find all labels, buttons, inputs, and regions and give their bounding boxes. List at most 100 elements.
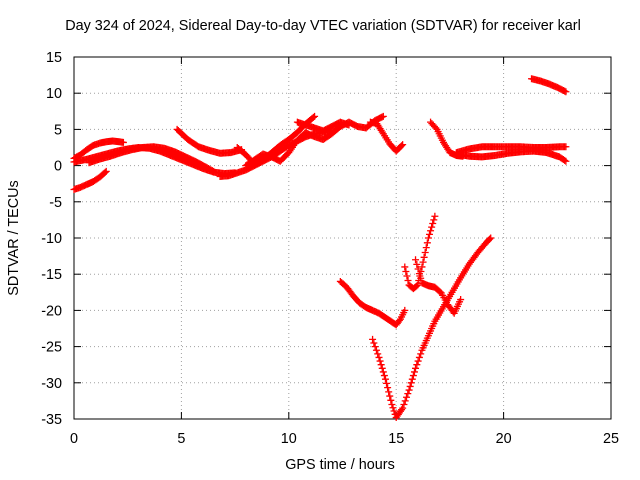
- data-point: [414, 281, 422, 289]
- series-track-3: [70, 137, 127, 162]
- data-point: [404, 390, 412, 398]
- data-point: [208, 167, 216, 175]
- x-axis-ticks: 0 5 10 15 20 25: [70, 57, 619, 447]
- data-point: [415, 353, 423, 361]
- data-point: [403, 272, 411, 280]
- x-tick-label: 10: [281, 431, 297, 447]
- series-track-8: [242, 128, 310, 170]
- data-point: [210, 167, 218, 175]
- data-point: [562, 88, 570, 96]
- data-point: [486, 235, 494, 243]
- series-track-5: [173, 125, 246, 157]
- data-point: [431, 212, 439, 220]
- data-point: [401, 397, 409, 405]
- data-point: [399, 404, 407, 412]
- data-point: [399, 141, 407, 149]
- y-tick-label: -30: [41, 376, 62, 392]
- data-point: [430, 216, 438, 224]
- data-series: [70, 75, 570, 422]
- data-point: [401, 263, 409, 271]
- data-point: [375, 353, 383, 361]
- data-point: [428, 223, 436, 231]
- data-point: [311, 112, 319, 120]
- series-track-10: [293, 118, 353, 135]
- data-point: [381, 375, 389, 383]
- data-point: [423, 239, 431, 247]
- data-point: [413, 361, 421, 369]
- y-axis-label: SDTVAR / TECUs: [6, 180, 22, 295]
- data-point: [385, 388, 393, 396]
- data-point: [415, 270, 423, 278]
- data-point: [562, 157, 570, 165]
- data-point: [403, 393, 411, 401]
- data-point: [562, 143, 570, 151]
- data-point: [378, 364, 386, 372]
- series-track-2: [85, 143, 218, 175]
- data-point: [400, 401, 408, 409]
- data-point: [425, 230, 433, 238]
- chart-title: Day 324 of 2024, Sidereal Day-to-day VTE…: [65, 18, 581, 34]
- data-point: [421, 248, 429, 256]
- data-point: [407, 379, 415, 387]
- data-point: [389, 404, 397, 412]
- data-point: [409, 372, 417, 380]
- data-point: [406, 382, 414, 390]
- data-point: [384, 384, 392, 392]
- y-tick-label: -20: [41, 303, 62, 319]
- y-tick-label: 10: [46, 86, 62, 102]
- data-point: [408, 375, 416, 383]
- series-track-11: [366, 118, 407, 155]
- data-point: [379, 368, 387, 376]
- data-point: [372, 346, 380, 354]
- data-point: [432, 124, 440, 132]
- data-point: [429, 220, 437, 228]
- x-tick-label: 15: [388, 431, 404, 447]
- data-point: [398, 142, 406, 150]
- y-tick-label: -35: [41, 412, 62, 428]
- series-track-14: [452, 147, 570, 165]
- data-point: [413, 282, 421, 290]
- data-point: [101, 168, 109, 176]
- data-point: [395, 317, 403, 325]
- data-point: [383, 379, 391, 387]
- data-point: [412, 256, 420, 264]
- data-point: [561, 156, 569, 164]
- grid: [74, 57, 611, 419]
- y-tick-label: -15: [41, 267, 62, 283]
- data-point: [404, 277, 412, 285]
- x-axis-label: GPS time / hours: [285, 457, 395, 473]
- data-point: [422, 244, 430, 252]
- series-track-17: [401, 212, 439, 293]
- series-track-4: [70, 167, 110, 193]
- data-point: [369, 335, 377, 343]
- data-point: [414, 265, 422, 273]
- data-point: [402, 267, 410, 275]
- series-track-15: [528, 75, 570, 96]
- y-tick-label: -5: [49, 195, 62, 211]
- y-tick-label: -10: [41, 231, 62, 247]
- data-point: [420, 253, 428, 261]
- data-point: [418, 263, 426, 271]
- data-point: [388, 401, 396, 409]
- data-point: [398, 406, 406, 414]
- data-point: [412, 364, 420, 372]
- data-point: [119, 138, 127, 146]
- y-tick-label: 15: [46, 50, 62, 66]
- data-point: [417, 350, 425, 358]
- data-point: [379, 112, 387, 120]
- data-point: [405, 386, 413, 394]
- data-point: [390, 407, 398, 415]
- x-tick-label: 5: [177, 431, 185, 447]
- series-track-19: [369, 234, 495, 422]
- data-point: [376, 357, 384, 365]
- data-point: [386, 392, 394, 400]
- data-point: [345, 121, 353, 129]
- data-point: [457, 296, 465, 304]
- data-point: [413, 260, 421, 268]
- data-point: [417, 274, 425, 282]
- series-track-16: [336, 277, 409, 329]
- data-point: [487, 234, 495, 242]
- data-point: [419, 258, 427, 266]
- data-point: [309, 113, 317, 121]
